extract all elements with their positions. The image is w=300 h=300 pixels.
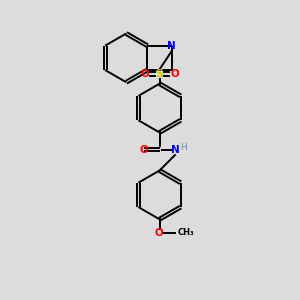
Text: O: O [140, 69, 149, 79]
Text: N: N [171, 145, 179, 155]
Text: CH₃: CH₃ [178, 228, 195, 237]
Text: O: O [140, 145, 148, 155]
Text: O: O [170, 69, 179, 79]
Text: N: N [167, 41, 176, 51]
Text: H: H [181, 143, 187, 152]
Text: S: S [155, 69, 164, 79]
Text: O: O [154, 228, 163, 238]
